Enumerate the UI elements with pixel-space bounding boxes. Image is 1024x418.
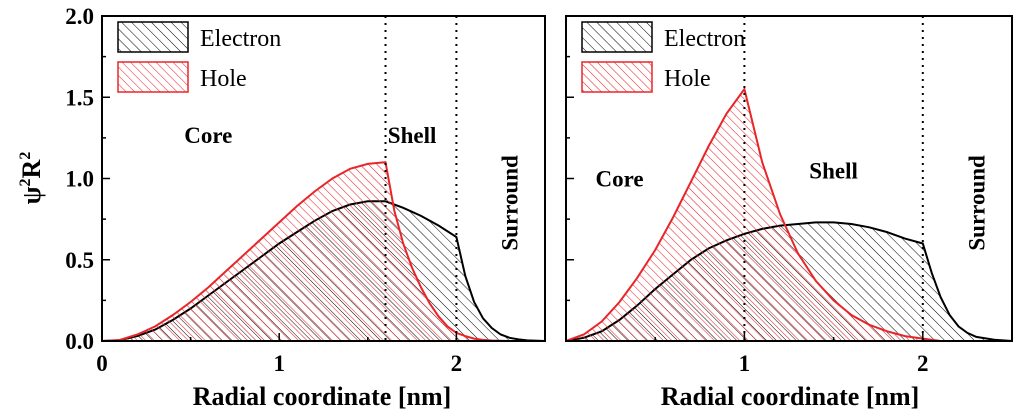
- left-legend-hole-swatch: [117, 61, 189, 93]
- right-areas: [566, 86, 1012, 341]
- left-y-tick-label: 0.5: [65, 248, 94, 273]
- left-region-core: Core: [184, 123, 232, 148]
- left-region-surround: Surround: [498, 155, 523, 251]
- right-regions: Core Shell Surround: [595, 155, 989, 251]
- right-region-core: Core: [595, 167, 643, 192]
- left-y-tick-label: 1.5: [65, 85, 94, 110]
- right-region-shell: Shell: [809, 159, 858, 184]
- right-x-axis-title: Radial coordinate [nm]: [661, 382, 920, 411]
- right-legend: Electron Hole: [581, 21, 745, 93]
- left-x-tick-label: 0: [96, 351, 108, 376]
- y-axis-title: ψ2R2: [17, 152, 46, 205]
- right-x-tick-label: 2: [917, 351, 929, 376]
- right-hole-area: [566, 89, 941, 341]
- right-region-surround: Surround: [964, 155, 989, 251]
- left-x-axis-title: Radial coordinate [nm]: [193, 382, 452, 411]
- left-x-tick-label: 2: [451, 351, 463, 376]
- right-frame: [565, 15, 1013, 342]
- left-frame: [101, 15, 546, 342]
- left-legend-electron-swatch: [117, 21, 189, 53]
- left-x-tick-label: 1: [273, 351, 285, 376]
- left-legend: Electron Hole: [117, 21, 281, 93]
- left-legend-electron-label: Electron: [200, 26, 281, 52]
- right-legend-electron-label: Electron: [664, 26, 745, 52]
- left-hole-area: [102, 162, 510, 341]
- left-boundaries: [384, 16, 458, 341]
- right-x-tick-label: 1: [739, 351, 751, 376]
- right-hole-line: [566, 86, 941, 341]
- right-legend-hole-swatch: [581, 61, 653, 93]
- left-y-tick-label: 1.0: [65, 167, 94, 192]
- left-region-shell: Shell: [388, 123, 437, 148]
- left-areas: [102, 161, 545, 341]
- left-tick-labels: 0 1 2 0.0 0.5 1.0 1.5 2.0: [65, 4, 462, 376]
- left-y-tick-label: 2.0: [65, 4, 94, 29]
- panel-left: 0 1 2 0.0 0.5 1.0 1.5 2.0 Core Shell Surround Ele…: [17, 4, 546, 411]
- left-y-tick-label: 0.0: [65, 329, 94, 354]
- right-legend-electron-swatch: [581, 21, 653, 53]
- left-legend-hole-label: Hole: [200, 66, 247, 92]
- right-legend-hole-label: Hole: [664, 66, 711, 92]
- left-hole-line: [102, 161, 510, 341]
- right-boundaries: [743, 16, 924, 341]
- left-regions: Core Shell Surround: [184, 123, 522, 251]
